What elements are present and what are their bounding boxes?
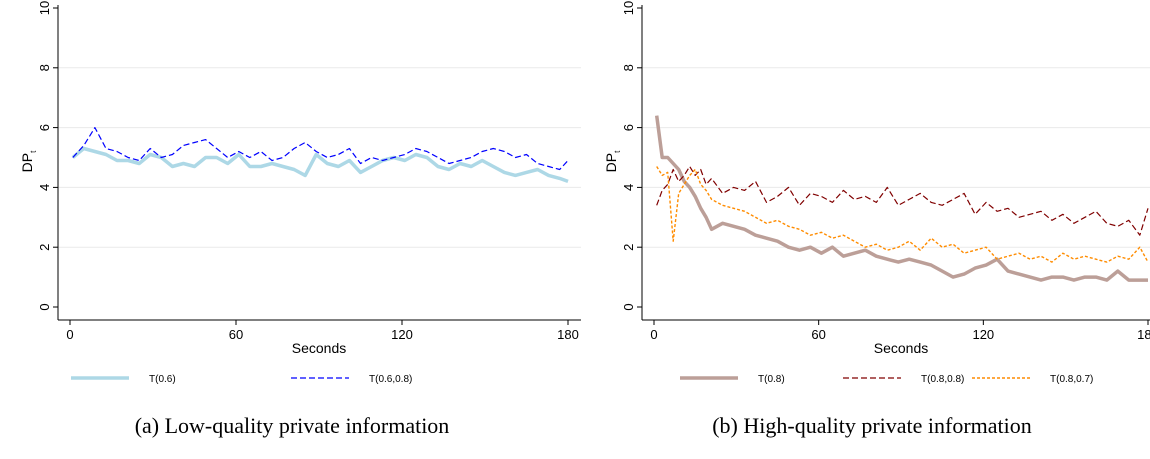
y-tick-label-2: 2	[621, 244, 636, 251]
y-tick-label-8: 8	[621, 64, 636, 71]
legend-label-2: T(0.8,0.8)	[921, 374, 964, 385]
legend-label-3: T(0.8,0.7)	[1050, 374, 1093, 385]
y-tick-label-0: 0	[37, 303, 52, 310]
x-tick-label-120: 120	[972, 327, 994, 342]
y-tick-label-6: 6	[621, 124, 636, 131]
y-tick-label-10: 10	[37, 1, 52, 15]
y-tick-label-4: 4	[621, 184, 636, 191]
x-tick-label-0: 0	[66, 327, 73, 342]
x-tick-label-0: 0	[650, 327, 657, 342]
legend-label-2: T(0.6,0.8)	[369, 374, 412, 385]
x-tick-label-60: 60	[229, 327, 243, 342]
series-line-1	[654, 115, 1148, 282]
x-tick-label-60: 60	[811, 327, 825, 342]
y-tick-label-6: 6	[37, 124, 52, 131]
y-tick-label-0: 0	[621, 303, 636, 310]
chart-panel-1: 0 2 4 6 8 10 0 60 120 180 Seconds DPt T(0.6) T(0.6,0.…	[19, 1, 581, 438]
x-tick-label-120: 120	[391, 327, 413, 342]
plot-area	[642, 5, 1150, 320]
chart-caption: (a) Low-quality private information	[135, 413, 450, 438]
y-axis-title-subscript: t	[613, 150, 622, 153]
series-line-3	[656, 166, 1149, 263]
y-tick-label-8: 8	[37, 64, 52, 71]
series-line-1	[71, 146, 569, 184]
chart-caption: (b) High-quality private information	[712, 413, 1032, 438]
legend-label-1: T(0.8)	[758, 374, 785, 385]
chart-panel-2: 0 2 4 6 8 10 0 60 120 180 Seconds DPt T(0.8) T(0.8,0.…	[603, 1, 1150, 438]
x-tick-label-180: 180	[1137, 327, 1150, 342]
plot-area	[58, 5, 581, 320]
x-axis-title: Seconds	[292, 340, 346, 356]
legend-label-1: T(0.6)	[149, 374, 176, 385]
series-line-2	[656, 165, 1149, 236]
y-tick-label-4: 4	[37, 184, 52, 191]
y-axis-title: DPt	[19, 150, 38, 172]
y-tick-label-10: 10	[621, 1, 636, 15]
y-axis-title: DPt	[603, 150, 622, 172]
y-tick-label-2: 2	[37, 244, 52, 251]
x-axis-title: Seconds	[874, 340, 928, 356]
x-tick-label-180: 180	[557, 327, 579, 342]
series-line-2	[72, 126, 569, 171]
y-axis-title-subscript: t	[29, 150, 38, 153]
